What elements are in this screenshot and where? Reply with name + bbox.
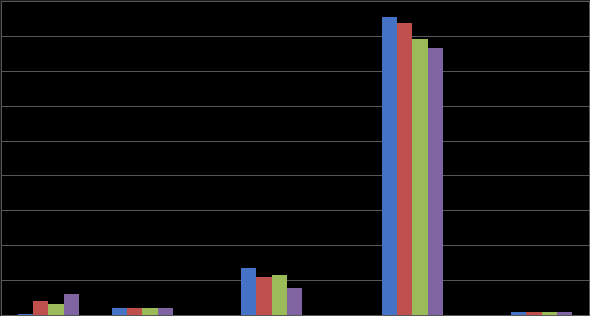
Bar xyxy=(526,312,542,315)
Bar xyxy=(256,277,271,315)
Bar xyxy=(127,308,142,315)
Bar xyxy=(112,308,127,315)
Bar xyxy=(542,312,557,315)
Bar xyxy=(64,294,79,315)
Bar xyxy=(33,301,48,315)
Bar xyxy=(428,48,443,315)
Bar xyxy=(412,39,428,315)
Bar xyxy=(557,312,572,315)
Bar xyxy=(48,304,64,315)
Bar xyxy=(18,314,33,315)
Bar xyxy=(382,17,397,315)
Bar xyxy=(142,308,158,315)
Bar xyxy=(271,276,287,315)
Bar xyxy=(158,308,173,315)
Bar xyxy=(397,23,412,315)
Bar xyxy=(241,268,256,315)
Bar xyxy=(511,312,526,315)
Bar xyxy=(287,288,302,315)
